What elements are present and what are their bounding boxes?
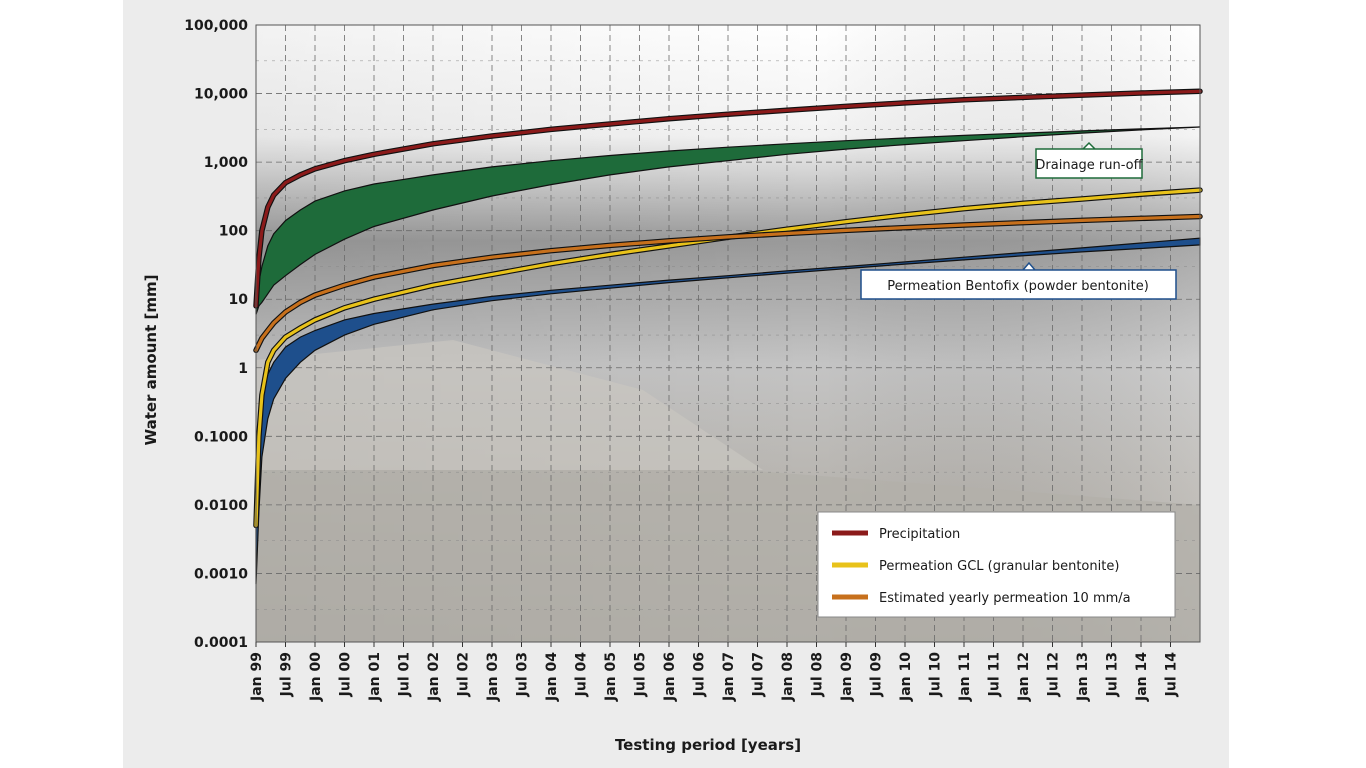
legend-label-gcl: Permeation GCL (granular bentonite)	[879, 559, 1119, 574]
callout-drainage-label: Drainage run-off	[1035, 158, 1143, 173]
x-tick-label: Jul 06	[692, 652, 708, 697]
y-tick-label: 100	[219, 224, 248, 240]
x-tick-label: Jul 07	[751, 652, 767, 697]
x-tick-label: Jan 12	[1016, 652, 1032, 702]
y-tick-labels: 100,000 10,000 1,000 100 10 1 0.1000 0.0100 0.00…	[184, 18, 248, 651]
x-tick-label: Jul 02	[456, 652, 472, 697]
x-tick-label: Jan 01	[367, 652, 383, 702]
y-tick-label: 0.0001	[194, 635, 248, 651]
x-tick-label: Jan 05	[603, 652, 619, 702]
chart-figure: 100,000 10,000 1,000 100 10 1 0.1000 0.0100 0.00…	[123, 0, 1229, 768]
line-permeation-gcl-granular-bentonite	[254, 188, 1202, 528]
x-tick-label: Jan 13	[1075, 652, 1091, 702]
data-lines	[253, 88, 1203, 529]
x-tick-label: Jan 11	[957, 652, 973, 702]
legend-label-estimated: Estimated yearly permeation 10 mm/a	[879, 591, 1131, 606]
y-tick-label: 10,000	[194, 87, 248, 103]
y-tick-label: 10	[229, 292, 249, 308]
x-tick-label: Jul 05	[633, 652, 649, 697]
y-tick-label: 0.0010	[194, 566, 248, 582]
callout-drainage-box	[1035, 141, 1143, 179]
legend-box	[817, 511, 1176, 618]
band-drainage-run-off	[255, 126, 1201, 315]
y-tick-label: 100,000	[184, 18, 248, 34]
x-tick-label: Jul 12	[1046, 652, 1062, 697]
x-tick-label: Jul 09	[869, 652, 885, 697]
background-embankment	[256, 340, 763, 470]
y-tick-label: 1	[238, 361, 248, 377]
x-tick-label: Jan 08	[780, 652, 796, 702]
x-tick-label: Jul 01	[397, 652, 413, 697]
y-tick-label: 0.1000	[194, 429, 248, 445]
x-tick-label: Jul 00	[338, 652, 354, 698]
x-tick-label: Jan 09	[839, 652, 855, 702]
x-tick-label: Jan 14	[1134, 652, 1150, 702]
y-axis-title: Water amount [mm]	[142, 275, 160, 446]
x-tick-label: Jul 99	[279, 652, 295, 697]
x-tick-label: Jan 00	[308, 652, 324, 702]
callout-bentofix: Permeation Bentofix (powder bentonite)	[860, 261, 1177, 300]
chart-svg: 100,000 10,000 1,000 100 10 1 0.1000 0.0100 0.00…	[142, 18, 1203, 754]
x-tick-label: Jul 14	[1164, 652, 1180, 698]
legend: Precipitation Permeation GCL (granular b…	[817, 511, 1176, 618]
x-tick-label: Jan 03	[485, 652, 501, 702]
x-tick-labels: Jan 99 Jul 99 Jan 00 Jul 00 Jan 01 Jul 01 Jan …	[249, 642, 1180, 702]
line-precipitation	[254, 89, 1202, 308]
x-tick-label: Jan 07	[721, 652, 737, 702]
x-tick-label: Jan 99	[249, 652, 265, 702]
y-tick-label: 1,000	[204, 155, 249, 171]
line-estimated-yearly-permeation-10-mm-a	[254, 214, 1202, 352]
x-tick-label: Jul 04	[574, 652, 590, 698]
callout-bentofix-label: Permeation Bentofix (powder bentonite)	[887, 279, 1149, 294]
x-tick-label: Jul 03	[515, 652, 531, 697]
x-tick-label: Jul 13	[1105, 652, 1121, 697]
x-tick-label: Jan 06	[662, 652, 678, 702]
callout-bentofix-box	[860, 261, 1177, 300]
callout-drainage: Drainage run-off	[1035, 141, 1144, 179]
legend-label-precipitation: Precipitation	[879, 527, 960, 542]
x-tick-label: Jul 10	[928, 652, 944, 698]
x-tick-label: Jan 02	[426, 652, 442, 702]
x-axis-title: Testing period [years]	[615, 736, 801, 754]
x-tick-label: Jul 08	[810, 652, 826, 697]
x-tick-label: Jan 04	[544, 652, 560, 702]
x-tick-label: Jan 10	[898, 652, 914, 702]
y-tick-label: 0.0100	[194, 498, 248, 514]
x-tick-label: Jul 11	[987, 652, 1003, 697]
